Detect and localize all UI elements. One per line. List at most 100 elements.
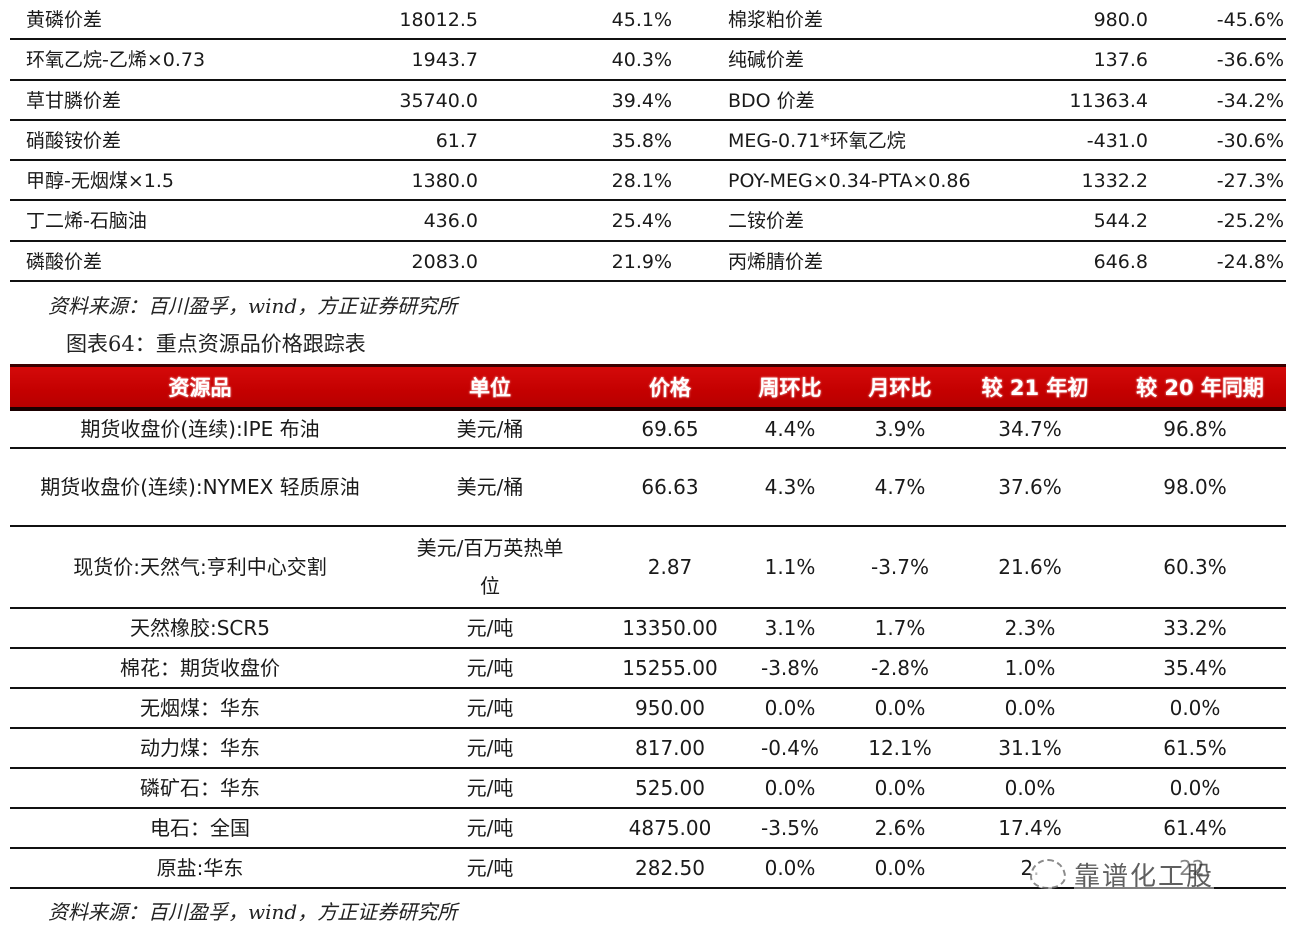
left-value: 18012.5 — [399, 9, 478, 31]
left-pct: 28.1% — [611, 170, 672, 193]
cell-ytd: 0.0% — [1004, 776, 1056, 800]
header-price: 价格 — [649, 376, 691, 400]
cell-name: 无烟煤：华东 — [140, 696, 260, 720]
table-row: 期货收盘价(连续):IPE 布油 美元/桶 69.65 4.4% 3.9% 34… — [10, 411, 1286, 449]
header-ytd: 较 21 年初 — [981, 376, 1089, 400]
header-yoy: 较 20 年同期 — [1136, 376, 1264, 400]
right-value: 1332.2 — [1081, 170, 1148, 193]
cell-price: 69.65 — [641, 417, 699, 441]
table-row: 动力煤：华东 元/吨 817.00 -0.4% 12.1% 31.1% 61.5… — [10, 729, 1286, 769]
cell-price: 282.50 — [635, 856, 705, 880]
cell-yoy: 35.4% — [1163, 656, 1227, 680]
cell-unit: 元/吨 — [466, 616, 514, 640]
cell-wow: -3.8% — [760, 656, 820, 680]
table-row: 现货价:天然气:亨利中心交割 美元/百万英热单位 2.87 1.1% -3.7%… — [10, 527, 1286, 609]
cell-price: 15255.00 — [622, 656, 718, 680]
cell-ytd: 1.0% — [1004, 656, 1056, 680]
spread-row: 磷酸价差 2083.0 21.9% 丙烯腈价差 646.8 -24.8% — [10, 242, 1286, 283]
left-name: 硝酸铵价差 — [26, 129, 122, 152]
right-name: 纯碱价差 — [728, 49, 805, 72]
cell-wow: 4.4% — [764, 417, 816, 441]
right-value: 544.2 — [1093, 210, 1148, 233]
cell-mom: -2.8% — [870, 656, 930, 680]
left-name: 环氧乙烷-乙烯×0.73 — [26, 49, 206, 72]
cell-ytd: 21.6% — [998, 555, 1062, 579]
cell-price: 13350.00 — [622, 616, 718, 640]
cell-name: 天然橡胶:SCR5 — [129, 616, 271, 640]
cell-yoy: 96.8% — [1163, 417, 1227, 441]
header-wow: 周环比 — [758, 376, 822, 400]
right-pct: -24.8% — [1216, 250, 1284, 273]
wechat-icon — [1030, 859, 1066, 889]
cell-wow: 4.3% — [764, 475, 816, 499]
left-name: 丁二烯-石脑油 — [26, 210, 147, 233]
left-value: 1943.7 — [411, 49, 478, 72]
table-row: 期货收盘价(连续):NYMEX 轻质原油 美元/桶 66.63 4.3% 4.7… — [10, 449, 1286, 527]
cell-ytd: 34.7% — [998, 417, 1062, 441]
right-pct: -30.6% — [1216, 129, 1284, 152]
right-pct: -25.2% — [1216, 210, 1284, 233]
right-name: 二铵价差 — [728, 210, 805, 233]
right-name: MEG-0.71*环氧乙烷 — [728, 129, 906, 152]
table-header: 资源品 单位 价格 周环比 月环比 较 21 年初 较 20 年同期 — [10, 364, 1286, 411]
left-pct: 39.4% — [611, 89, 672, 112]
table-row: 磷矿石：华东 元/吨 525.00 0.0% 0.0% 0.0% 0.0% — [10, 769, 1286, 809]
cell-unit: 元/吨 — [466, 736, 514, 760]
cell-mom: 2.6% — [874, 816, 926, 840]
cell-yoy: 61.5% — [1163, 736, 1227, 760]
cell-name: 现货价:天然气:亨利中心交割 — [73, 555, 327, 579]
spread-table: 黄磷价差 18012.5 45.1% 棉浆粕价差 980.0 -45.6% 环氧… — [10, 0, 1286, 283]
cell-name: 磷矿石：华东 — [140, 776, 260, 800]
right-name: 棉浆粕价差 — [728, 9, 824, 31]
cell-unit: 美元/桶 — [456, 475, 524, 499]
header-mom: 月环比 — [868, 376, 932, 400]
left-value: 436.0 — [423, 210, 478, 233]
cell-price: 817.00 — [635, 736, 705, 760]
cell-wow: 0.0% — [764, 696, 816, 720]
left-value: 35740.0 — [399, 89, 478, 112]
cell-mom: 0.0% — [874, 696, 926, 720]
cell-name: 原盐:华东 — [156, 856, 244, 880]
spread-row: 黄磷价差 18012.5 45.1% 棉浆粕价差 980.0 -45.6% — [10, 0, 1286, 41]
cell-wow: 0.0% — [764, 776, 816, 800]
spread-row: 硝酸铵价差 61.7 35.8% MEG-0.71*环氧乙烷 -431.0 -3… — [10, 121, 1286, 162]
left-name: 甲醇-无烟煤×1.5 — [26, 170, 174, 193]
cell-price: 950.00 — [635, 696, 705, 720]
left-name: 磷酸价差 — [26, 250, 103, 273]
cell-unit: 元/吨 — [466, 696, 514, 720]
cell-wow: -3.5% — [760, 816, 820, 840]
cell-wow: 3.1% — [764, 616, 816, 640]
left-value: 61.7 — [435, 129, 478, 152]
right-pct: -36.6% — [1216, 49, 1284, 72]
header-name: 资源品 — [168, 376, 232, 400]
source-note: 资料来源：百川盈孚，wind，方正证券研究所 — [48, 900, 458, 924]
cell-yoy: 33.2% — [1163, 616, 1227, 640]
cell-yoy: 98.0% — [1163, 475, 1227, 499]
cell-price: 525.00 — [635, 776, 705, 800]
table-row: 天然橡胶:SCR5 元/吨 13350.00 3.1% 1.7% 2.3% 33… — [10, 609, 1286, 649]
source-note: 资料来源：百川盈孚，wind，方正证券研究所 — [48, 294, 458, 318]
right-pct: -45.6% — [1216, 9, 1284, 31]
cell-mom: 4.7% — [874, 475, 926, 499]
table-row: 无烟煤：华东 元/吨 950.00 0.0% 0.0% 0.0% 0.0% — [10, 689, 1286, 729]
cell-ytd: 37.6% — [998, 475, 1062, 499]
left-pct: 21.9% — [611, 250, 672, 273]
watermark: 靠谱化工股 — [1030, 854, 1215, 894]
cell-ytd: 31.1% — [998, 736, 1062, 760]
cell-price: 4875.00 — [628, 816, 712, 840]
cell-mom: 1.7% — [874, 616, 926, 640]
cell-mom: -3.7% — [870, 555, 930, 579]
cell-yoy: 60.3% — [1163, 555, 1227, 579]
cell-wow: 1.1% — [764, 555, 816, 579]
spread-row: 草甘膦价差 35740.0 39.4% BDO 价差 11363.4 -34.2… — [10, 81, 1286, 121]
cell-price: 66.63 — [641, 475, 699, 499]
spread-row: 丁二烯-石脑油 436.0 25.4% 二铵价差 544.2 -25.2% — [10, 201, 1286, 242]
right-value: 11363.4 — [1069, 89, 1148, 112]
cell-unit: 元/吨 — [466, 656, 514, 680]
right-value: -431.0 — [1086, 129, 1148, 152]
left-name: 草甘膦价差 — [26, 89, 122, 112]
figure-title: 图表64：重点资源品价格跟踪表 — [66, 332, 366, 356]
cell-yoy: 61.4% — [1163, 816, 1227, 840]
right-pct: -34.2% — [1216, 89, 1284, 112]
cell-mom: 0.0% — [874, 776, 926, 800]
